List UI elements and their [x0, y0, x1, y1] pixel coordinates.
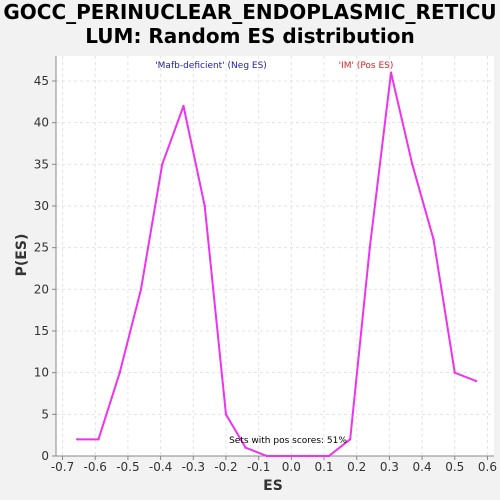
es-data-point	[118, 371, 121, 374]
es-data-point	[97, 438, 100, 441]
es-data-point	[368, 246, 371, 249]
chart-title-line-2: LUM: Random ES distribution	[85, 24, 415, 48]
y-tick-label: 5	[41, 407, 49, 421]
es-data-point	[244, 446, 247, 449]
y-tick-label: 10	[34, 366, 49, 380]
y-tick-label: 40	[34, 116, 49, 130]
y-tick-label: 30	[34, 199, 49, 213]
es-data-point	[139, 288, 143, 291]
es-data-point	[474, 379, 478, 383]
y-tick-label: 20	[34, 282, 49, 296]
es-data-point	[76, 438, 79, 441]
x-tick-label: -0.3	[182, 460, 205, 474]
es-data-point	[411, 163, 414, 166]
x-tick-label: -0.2	[214, 460, 237, 474]
neg-es-label: 'Mafb-deficient' (Neg ES)	[155, 61, 267, 71]
y-tick-label: 35	[34, 157, 49, 171]
x-tick-label: -0.6	[84, 460, 107, 474]
y-tick-label: 15	[34, 324, 49, 338]
pos-score-annotation: Sets with pos scores: 51%	[229, 436, 347, 446]
x-tick-label: 0.1	[314, 460, 333, 474]
x-tick-label: -0.7	[51, 460, 74, 474]
y-tick-label: 45	[34, 74, 49, 88]
x-tick-label: 0.4	[413, 460, 432, 474]
y-tick-label: 25	[34, 241, 49, 255]
pos-es-label: 'IM' (Pos ES)	[339, 61, 394, 71]
x-tick-label: -0.1	[247, 460, 270, 474]
es-series-line	[77, 71, 477, 457]
es-data-point	[389, 71, 393, 74]
chart-title-line-1: GOCC_PERINUCLEAR_ENDOPLASMIC_RETICU	[3, 0, 497, 24]
es-data-point	[453, 371, 456, 374]
y-axis-title: P(ES)	[14, 234, 30, 277]
es-data-point	[432, 238, 435, 241]
es-data-point	[203, 204, 206, 208]
es-data-point	[327, 454, 331, 458]
x-axis-title: ES	[263, 478, 283, 494]
es-data-point	[286, 454, 290, 458]
x-tick-label: 0.0	[282, 460, 301, 474]
plot-area	[56, 56, 494, 456]
es-data-point	[224, 413, 228, 416]
es-data-point	[348, 438, 352, 441]
es-data-point	[265, 454, 269, 458]
grid-layer	[56, 56, 494, 457]
es-data-point	[161, 163, 164, 166]
x-tick-label: -0.4	[149, 460, 172, 474]
x-tick-label: 0.2	[347, 460, 366, 474]
y-tick-label: 0	[41, 449, 49, 463]
chart-title: GOCC_PERINUCLEAR_ENDOPLASMIC_RETICU LUM:…	[0, 0, 500, 48]
tick-layer: -0.7 -0.6 -0.5 -0.4 -0.3 -0.2 -0.1 0.0 0.1 0.2 0.3…	[34, 74, 497, 474]
es-data-point	[182, 104, 185, 108]
es-data-point	[308, 454, 311, 458]
series-layer	[76, 71, 478, 458]
x-tick-label: -0.5	[116, 460, 139, 474]
x-tick-label: 0.3	[380, 460, 399, 474]
x-tick-label: 0.6	[478, 460, 497, 474]
x-tick-label: 0.5	[445, 460, 464, 474]
